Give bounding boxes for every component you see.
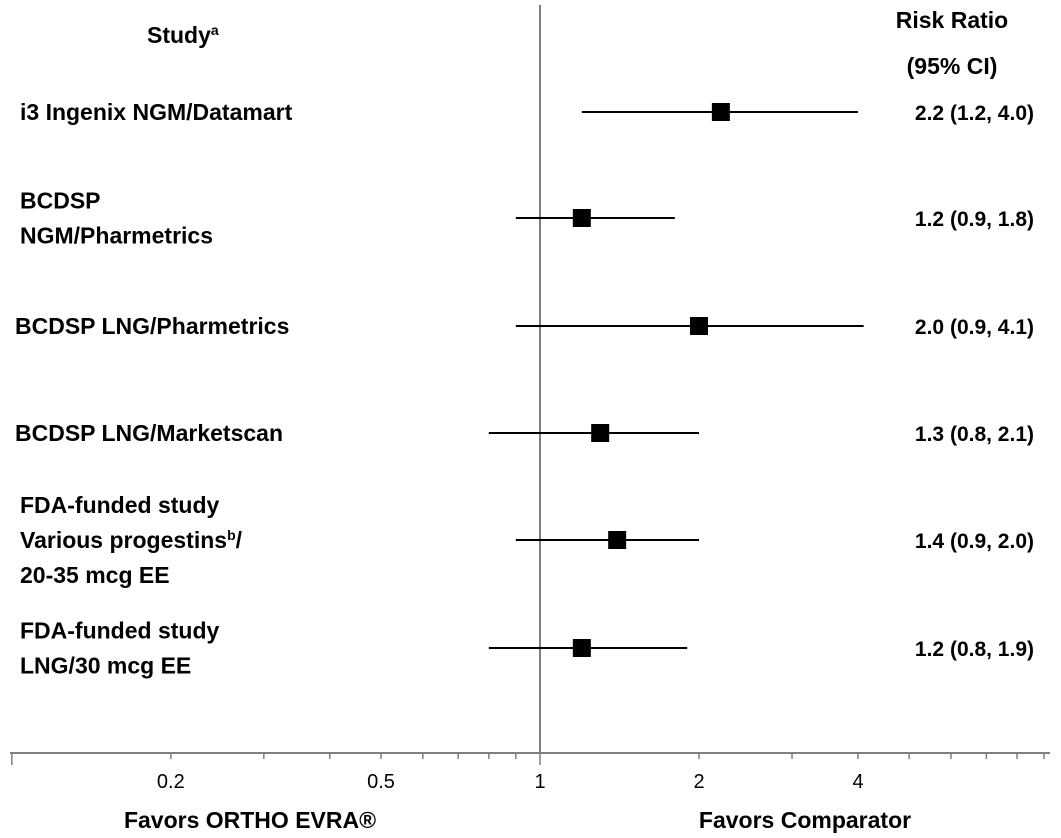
point-estimate xyxy=(690,317,708,335)
x-tick-label: 0.5 xyxy=(367,771,395,793)
study-label: LNG/30 mcg EE xyxy=(20,653,191,679)
study-row: i3 Ingenix NGM/Datamart 2.2 (1.2, 4.0) xyxy=(20,99,1034,125)
risk-ratio-label: 1.2 (0.9, 1.8) xyxy=(915,208,1034,231)
point-estimate xyxy=(572,639,591,657)
study-label: BCDSP xyxy=(20,188,101,214)
risk-ratio-label: 2.0 (0.9, 4.1) xyxy=(915,316,1034,339)
study-label: FDA-funded study xyxy=(20,492,220,518)
study-label: NGM/Pharmetrics xyxy=(20,223,213,249)
x-tick-label: 1 xyxy=(534,771,545,793)
point-estimate xyxy=(591,424,610,442)
point-estimate xyxy=(572,209,591,227)
x-tick-label: 2 xyxy=(693,771,704,793)
risk-ratio-label: 2.2 (1.2, 4.0) xyxy=(915,102,1034,125)
favors-right-label: Favors Comparator xyxy=(699,807,911,833)
study-rows: i3 Ingenix NGM/Datamart 2.2 (1.2, 4.0) BCD… xyxy=(15,99,1034,679)
x-axis: 0.2 0.5 1 2 4 xyxy=(10,752,1050,793)
favors-left-label: Favors ORTHO EVRA® xyxy=(124,807,376,833)
study-row: BCDSP NGM/Pharmetrics 1.2 (0.9, 1.8) xyxy=(20,188,1034,249)
point-estimate xyxy=(608,531,627,549)
study-label: Various progestinsb/ xyxy=(20,527,243,553)
study-label: BCDSP LNG/Pharmetrics xyxy=(15,313,289,339)
risk-ratio-label: 1.4 (0.9, 2.0) xyxy=(915,530,1034,553)
study-label: i3 Ingenix NGM/Datamart xyxy=(20,99,293,125)
study-row: FDA-funded study Various progestinsb/20-3… xyxy=(20,492,1034,588)
study-label: 20-35 mcg EE xyxy=(20,562,170,588)
risk-ratio-label: 1.3 (0.8, 2.1) xyxy=(915,423,1034,446)
x-tick-label: 4 xyxy=(852,771,863,793)
study-label: FDA-funded study xyxy=(20,618,220,644)
study-row: BCDSP LNG/Marketscan 1.3 (0.8, 2.1) xyxy=(15,420,1034,446)
risk-ratio-header-line1: Risk Ratio xyxy=(896,7,1008,33)
study-row: FDA-funded study LNG/30 mcg EE 1.2 (0.8, 1… xyxy=(20,618,1034,679)
point-estimate xyxy=(711,103,730,121)
study-label: BCDSP LNG/Marketscan xyxy=(15,420,283,446)
risk-ratio-header-line2: (95% CI) xyxy=(907,53,998,79)
study-column-header: Studya xyxy=(147,22,219,48)
x-tick-label: 0.2 xyxy=(157,771,185,793)
study-row: BCDSP LNG/Pharmetrics 2.0 (0.9, 4.1) xyxy=(15,313,1034,339)
risk-ratio-label: 1.2 (0.8, 1.9) xyxy=(915,638,1034,661)
